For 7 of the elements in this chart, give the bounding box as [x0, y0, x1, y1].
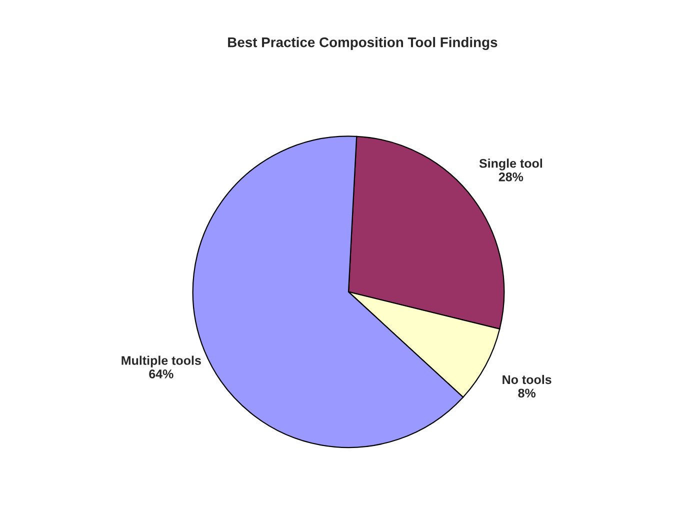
- data-label: 64%: [149, 370, 174, 378]
- slice-label: Single tool: [479, 158, 542, 170]
- slice-label: No tools: [502, 374, 552, 384]
- data-label: 28%: [498, 172, 524, 182]
- chart-title: Best Practice Composition Tool Findings: [228, 37, 498, 50]
- data-label: 8%: [518, 388, 536, 398]
- slice-label: Multiple tools: [122, 356, 201, 368]
